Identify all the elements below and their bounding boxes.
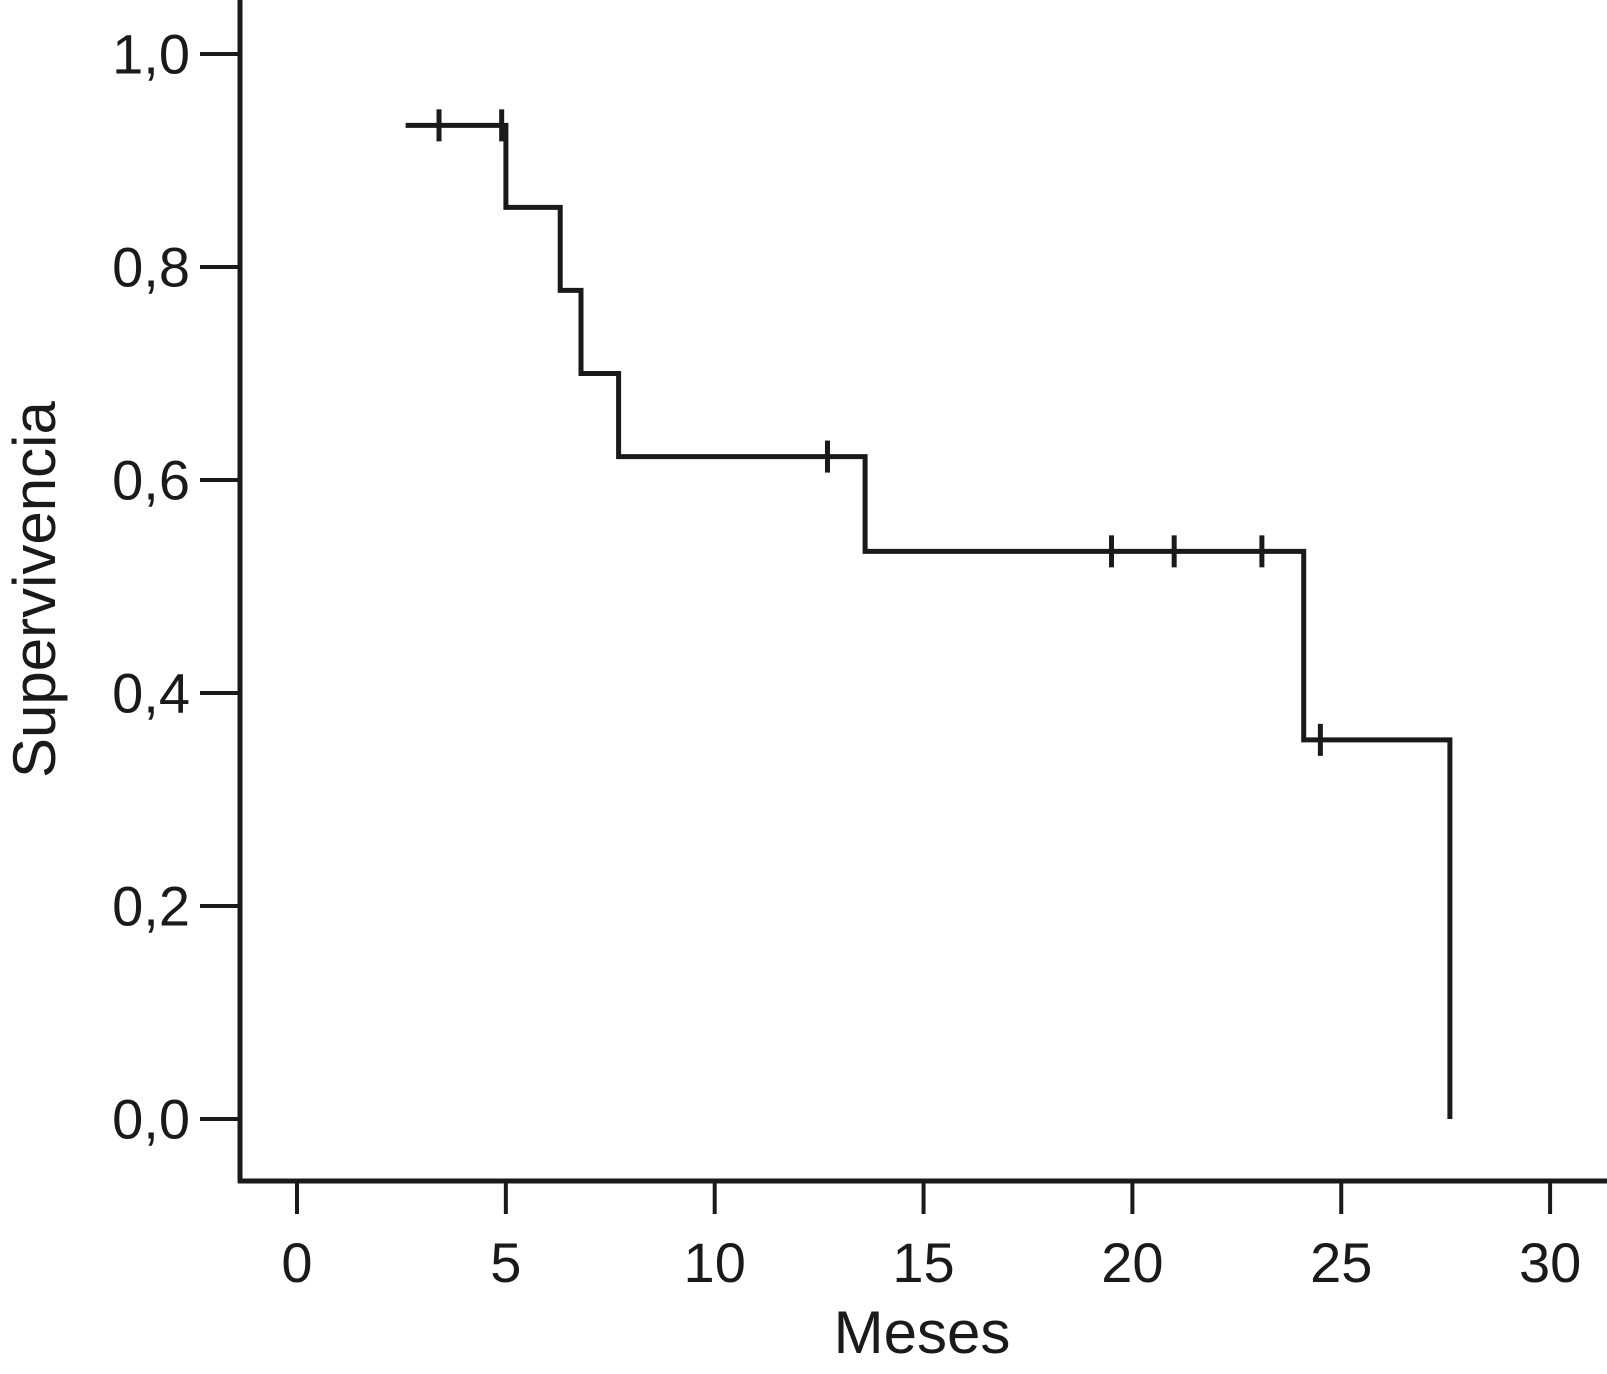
censor-marks: [436, 109, 1323, 756]
y-tick-label: 0,0: [112, 1088, 190, 1151]
x-tick-label: 0: [281, 1231, 312, 1294]
x-tick-label: 25: [1310, 1231, 1372, 1294]
y-tick-label: 0,2: [112, 875, 190, 938]
y-tick-label: 1,0: [112, 23, 190, 86]
y-axis-title: Supervivencia: [1, 401, 68, 779]
x-tick-label: 5: [490, 1231, 521, 1294]
survival-curve: [405, 122, 1453, 1119]
x-tick-label: 20: [1101, 1231, 1163, 1294]
y-tick-label: 0,6: [112, 449, 190, 512]
x-tick-label: 10: [684, 1231, 746, 1294]
y-tick-label: 0,8: [112, 236, 190, 299]
x-axis-title: Meses: [833, 1299, 1011, 1366]
x-tick-label: 30: [1519, 1231, 1581, 1294]
y-axis-ticks: 0,0 0,2 0,4 0,6 0,8 1,0: [112, 23, 238, 1151]
x-tick-label: 15: [892, 1231, 954, 1294]
y-tick-label: 0,4: [112, 662, 190, 725]
x-axis-ticks: 0 5 10 15 20 25 30: [281, 1183, 1581, 1294]
